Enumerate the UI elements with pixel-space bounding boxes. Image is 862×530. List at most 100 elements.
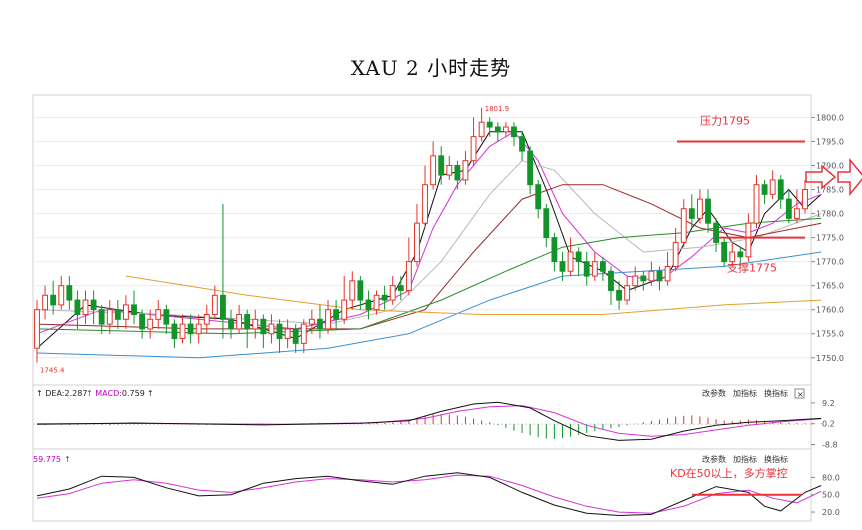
kdj-k-line (36, 472, 822, 517)
switch-indicator-button[interactable]: 换指标 (764, 388, 788, 398)
candle-down (519, 136, 525, 152)
candle-up (195, 323, 202, 335)
candle-up (422, 184, 428, 224)
svg-text:↑ MACD:0.759↑: ↑ MACD:0.759 ↑ (86, 389, 154, 398)
candle-down (535, 184, 542, 210)
candle-up (729, 251, 736, 263)
candle-down (599, 261, 606, 272)
candle-up (696, 198, 703, 219)
kd-annotation: KD在50以上，多方掌控 (670, 466, 788, 480)
candle-up (179, 323, 186, 340)
low-price-label: 1745.4 (40, 367, 65, 375)
y-tick-label: 1755.0 (816, 330, 844, 339)
candle-up (268, 323, 275, 335)
candle-up (147, 318, 154, 330)
candle-down (220, 294, 226, 320)
candle-down (511, 126, 517, 138)
candle-down (50, 294, 57, 306)
macd-toolbar: 改参数 加指标 换指标 × (702, 388, 805, 399)
macd-close-button[interactable] (794, 388, 805, 399)
candle-down (260, 318, 267, 335)
candle-up (769, 179, 776, 195)
candle-up (405, 261, 412, 291)
candle-down (98, 309, 105, 325)
candle-down (292, 328, 299, 344)
arrow-right-icon-2 (837, 157, 862, 197)
candle-up (502, 126, 509, 133)
kdj-tick-label: 80.0 (822, 473, 840, 482)
candle-down (608, 270, 614, 291)
candle-down (785, 198, 792, 219)
add-indicator-button[interactable]: 加指标 (733, 388, 757, 398)
chart-title: XAU 2 小时走势 (350, 56, 512, 80)
candle-up (123, 304, 129, 320)
candle-down (357, 280, 364, 301)
candle-down (187, 323, 194, 335)
support-label: 支撑1775 (727, 261, 777, 275)
y-tick-label: 1750.0 (816, 354, 844, 363)
candle-up (672, 241, 679, 267)
candle-down (777, 179, 784, 200)
y-tick-label: 1770.0 (816, 258, 844, 267)
candle-down (114, 309, 121, 320)
candle-down (640, 275, 647, 282)
macd-tick-label: 9.2 (822, 399, 835, 408)
candle-up (414, 222, 420, 263)
ma-line-ma120 (36, 251, 822, 359)
kdj-switch-indicator-button[interactable]: 换指标 (764, 454, 788, 464)
macd-tick-label: -8.8 (822, 441, 838, 450)
macd-arrow: ↑ (147, 389, 154, 398)
dif-line (36, 401, 822, 441)
svg-text:↑ DEA:2.287: ↑ DEA:2.287 (36, 389, 87, 398)
candle-up (624, 285, 631, 301)
kdj-arrow: ↑ (64, 455, 71, 464)
candle-down (365, 299, 372, 311)
dea-label: ↑ DEA: (36, 389, 65, 398)
arrow-right-icon (805, 164, 837, 190)
y-tick-label: 1765.0 (816, 282, 844, 291)
candle-down (656, 270, 663, 282)
candle-down (139, 314, 146, 330)
candle-up (341, 299, 348, 320)
main-panel (32, 94, 812, 386)
macd-tick-label: 0.2 (822, 420, 835, 429)
candle-down (228, 318, 234, 330)
candle-down (583, 261, 590, 277)
candle-up (308, 318, 315, 325)
kdj-tick-label: 50.0 (822, 491, 840, 500)
candle-up (632, 275, 639, 287)
candle-up (478, 121, 485, 138)
y-tick-label: 1785.0 (816, 186, 844, 195)
candle-up (284, 328, 291, 340)
candle-up (300, 323, 307, 344)
high-price-label: 1801.9 (485, 105, 510, 113)
candle-down (705, 198, 711, 224)
candle-down (494, 126, 501, 133)
candle-up (430, 155, 437, 186)
candle-down (171, 323, 178, 340)
candle-down (688, 208, 695, 219)
kdj-add-indicator-button[interactable]: 加指标 (733, 454, 757, 464)
y-tick-label: 1780.0 (816, 210, 844, 219)
candle-down (737, 251, 744, 258)
candle-up (664, 265, 671, 282)
candle-up (82, 299, 89, 316)
candle-down (761, 184, 768, 195)
candle-down (381, 294, 388, 301)
candle-down (74, 299, 81, 316)
candle-down (244, 314, 251, 330)
candle-down (551, 237, 558, 263)
macd-value: 0.759 (122, 389, 145, 398)
candle-down (66, 285, 73, 301)
macd-header: ↑ DEA:2.287 ↑ MACD:0.759 ↑ (36, 389, 154, 398)
kdj-edit-params-button[interactable]: 改参数 (702, 454, 726, 464)
candle-up (211, 294, 218, 316)
macd-close-icon[interactable]: × (797, 390, 804, 399)
candle-up (155, 309, 162, 320)
candle-down (616, 289, 622, 301)
y-tick-label: 1795.0 (816, 137, 844, 146)
candle-down (543, 208, 550, 239)
y-tick-label: 1760.0 (816, 306, 844, 315)
edit-params-button[interactable]: 改参数 (702, 388, 726, 398)
candle-down (333, 309, 340, 320)
